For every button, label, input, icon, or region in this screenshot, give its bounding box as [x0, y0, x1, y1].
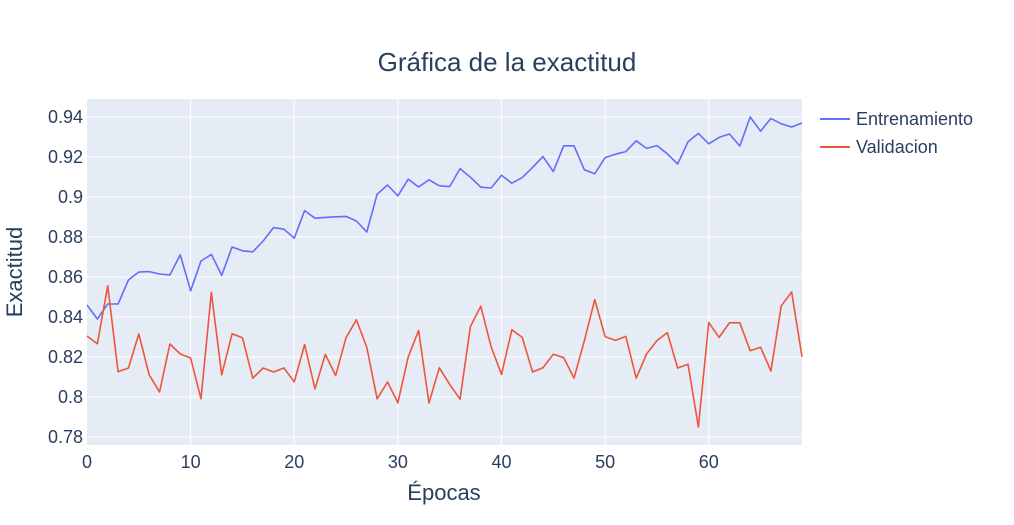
legend-label-entrenamiento: Entrenamiento — [856, 109, 973, 129]
x-tick-label: 20 — [284, 452, 304, 472]
y-tick-label: 0.94 — [48, 107, 83, 127]
x-axis-title: Épocas — [407, 480, 480, 505]
y-tick-label: 0.78 — [48, 427, 83, 447]
series-line-validacion — [86, 284, 803, 428]
y-tick-label: 0.82 — [48, 347, 83, 367]
x-tick-label: 10 — [181, 452, 201, 472]
x-tick-label: 0 — [82, 452, 92, 472]
legend-label-validacion: Validacion — [856, 137, 938, 157]
series-line-entrenamiento — [86, 116, 803, 320]
plot-area — [87, 99, 802, 445]
y-tick-label: 0.9 — [58, 187, 83, 207]
y-tick-label: 0.88 — [48, 227, 83, 247]
x-tick-label: 40 — [491, 452, 511, 472]
y-tick-label: 0.8 — [58, 387, 83, 407]
y-axis-title: Exactitud — [2, 227, 27, 318]
series-layer — [86, 116, 803, 428]
y-tick-label: 0.92 — [48, 147, 83, 167]
y-tick-label: 0.84 — [48, 307, 83, 327]
x-tick-label: 60 — [699, 452, 719, 472]
chart-title: Gráfica de la exactitud — [378, 47, 637, 77]
x-tick-label: 50 — [595, 452, 615, 472]
gridlines — [87, 99, 802, 445]
x-tick-label: 30 — [388, 452, 408, 472]
legend[interactable]: Entrenamiento Validacion — [820, 109, 973, 157]
y-axis-ticks: 0.78 0.8 0.82 0.84 0.86 0.88 0.9 0.92 0.94 — [48, 107, 83, 447]
legend-item-validacion[interactable]: Validacion — [820, 137, 938, 157]
y-tick-label: 0.86 — [48, 267, 83, 287]
x-axis-ticks: 0 10 20 30 40 50 60 — [82, 452, 719, 472]
legend-item-entrenamiento[interactable]: Entrenamiento — [820, 109, 973, 129]
